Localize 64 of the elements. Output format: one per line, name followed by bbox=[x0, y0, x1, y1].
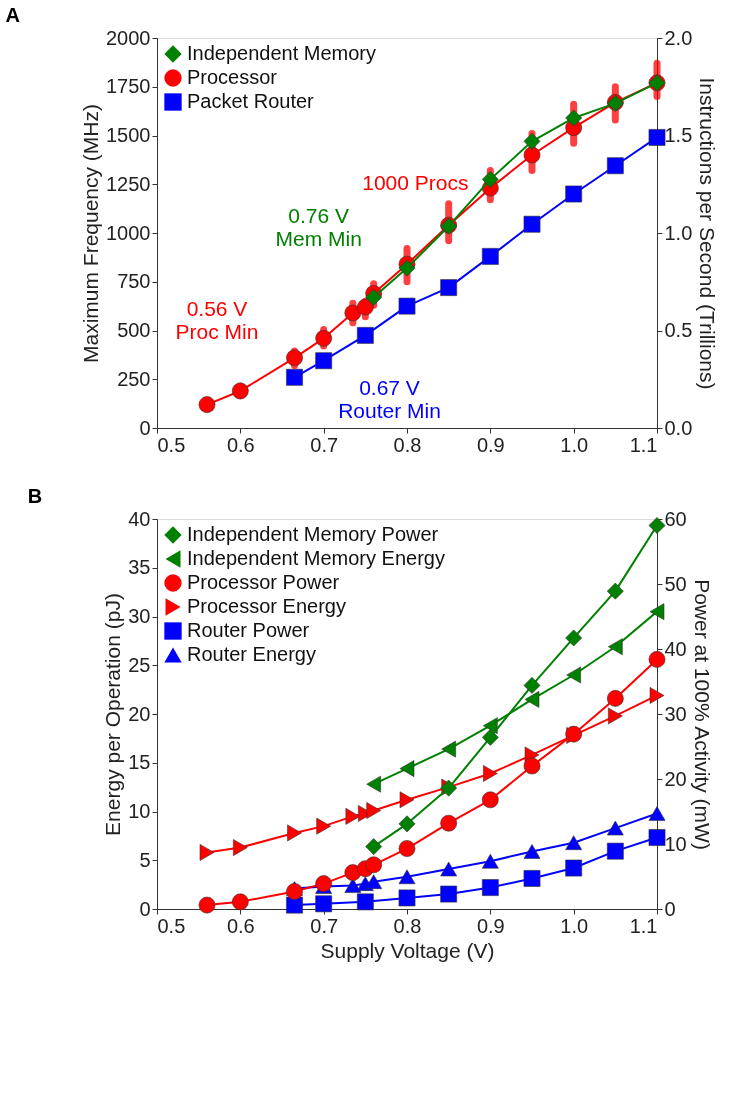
y2-tick-label: 40 bbox=[664, 637, 687, 660]
legend-label: Processor bbox=[187, 66, 278, 88]
y-tick-label: 25 bbox=[128, 653, 151, 676]
legend-label: Processor Energy bbox=[187, 595, 346, 617]
annotation: 0.67 V Router Min bbox=[338, 376, 441, 423]
y-tick-label: 40 bbox=[128, 507, 151, 530]
y-tick-label: 1250 bbox=[106, 172, 151, 195]
x-tick-label: 0.7 bbox=[310, 433, 339, 456]
y-axis-title: Energy per Operation (pJ) bbox=[101, 593, 125, 836]
legend-label: Router Power bbox=[187, 619, 310, 641]
y-axis-title: Maximum Frequency (MHz) bbox=[79, 103, 103, 364]
y-tick-label: 750 bbox=[117, 270, 151, 293]
y-tick-label: 500 bbox=[117, 319, 151, 341]
y2-tick-label: 50 bbox=[664, 572, 687, 595]
y-tick-label: 10 bbox=[128, 800, 151, 822]
legend-label: Packet Router bbox=[187, 90, 315, 112]
y2-tick-label: 20 bbox=[664, 767, 687, 790]
y-tick-label: 20 bbox=[128, 702, 151, 725]
y-tick-label: 35 bbox=[128, 556, 151, 579]
y2-tick-label: 1.0 bbox=[664, 221, 693, 244]
y-tick-label: 0 bbox=[139, 416, 151, 439]
x-tick-label: 1.0 bbox=[560, 914, 589, 937]
y-tick-label: 0 bbox=[139, 897, 151, 920]
legend-label: Independent Memory Energy bbox=[187, 547, 445, 569]
y2-axis-title: Instructions per Second (Trillions) bbox=[696, 77, 720, 390]
annotation: 0.56 V Proc Min bbox=[175, 296, 259, 343]
y2-axis-title: Power at 100% Activity (mW) bbox=[690, 579, 714, 850]
y2-tick-label: 0.0 bbox=[664, 416, 693, 439]
x-tick-label: 0.8 bbox=[393, 914, 422, 937]
x-tick-label: 0.5 bbox=[157, 433, 186, 456]
y2-tick-label: 1.5 bbox=[664, 124, 693, 146]
y-tick-label: 1500 bbox=[106, 124, 151, 146]
annotation: 1000 Procs bbox=[362, 171, 469, 195]
y2-tick-label: 0 bbox=[664, 897, 676, 920]
y-tick-label: 250 bbox=[117, 367, 151, 390]
x-tick-label: 0.6 bbox=[226, 433, 255, 456]
y2-tick-label: 60 bbox=[664, 507, 687, 530]
chart-title: A bbox=[5, 4, 20, 26]
chart-title: B bbox=[27, 485, 43, 507]
y-tick-label: 1000 bbox=[106, 221, 151, 244]
legend-label: Processor Power bbox=[187, 571, 340, 593]
x-tick-label: 0.8 bbox=[393, 433, 422, 456]
y-tick-label: 1750 bbox=[106, 75, 151, 98]
y2-tick-label: 30 bbox=[664, 702, 687, 725]
y2-tick-label: 2.0 bbox=[664, 26, 693, 49]
x-tick-label: 0.9 bbox=[476, 433, 505, 456]
y-tick-label: 5 bbox=[139, 848, 151, 871]
x-tick-label: 0.5 bbox=[157, 914, 186, 937]
y-tick-label: 30 bbox=[128, 605, 151, 627]
x-axis-title: Supply Voltage (V) bbox=[320, 938, 495, 962]
annotation: 0.76 V Mem Min bbox=[275, 204, 362, 251]
x-tick-label: 0.7 bbox=[310, 914, 339, 937]
x-tick-label: 0.9 bbox=[476, 914, 505, 937]
y2-tick-label: 0.5 bbox=[664, 319, 693, 341]
legend-label: Router Energy bbox=[187, 643, 316, 665]
y-tick-label: 2000 bbox=[106, 26, 151, 49]
x-tick-label: 1.0 bbox=[560, 433, 589, 456]
y-tick-label: 15 bbox=[128, 751, 151, 774]
legend-label: Independent Memory bbox=[187, 42, 377, 64]
y2-tick-label: 10 bbox=[664, 832, 687, 855]
x-tick-label: 1.1 bbox=[629, 914, 658, 937]
x-tick-label: 0.6 bbox=[226, 914, 255, 937]
x-tick-label: 1.1 bbox=[629, 433, 658, 456]
legend-label: Independent Memory Power bbox=[187, 523, 439, 545]
